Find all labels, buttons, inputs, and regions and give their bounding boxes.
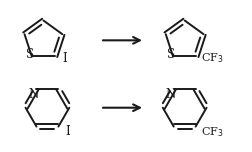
Text: I: I [62,52,67,65]
Text: I: I [65,125,70,138]
Text: S: S [167,48,175,61]
Text: S: S [26,48,34,61]
Text: CF$_3$: CF$_3$ [201,126,223,139]
Text: N: N [166,88,176,101]
Text: CF$_3$: CF$_3$ [201,51,224,65]
Text: N: N [28,88,39,101]
